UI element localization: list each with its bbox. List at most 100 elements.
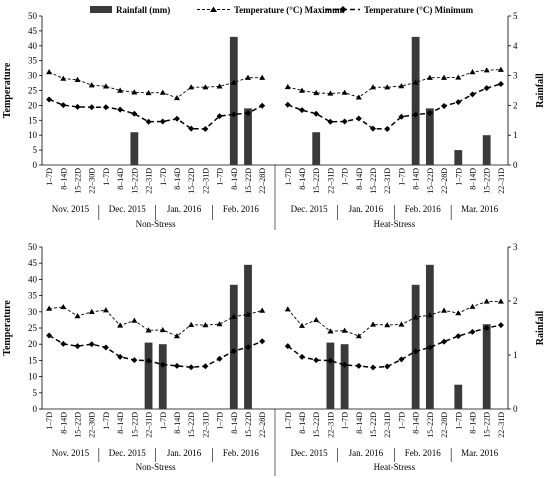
x-tick-label: 22–31D <box>383 412 392 438</box>
rainfall-bar <box>158 344 167 409</box>
tmax-point <box>341 89 348 95</box>
month-label: Feb. 2016 <box>405 204 442 214</box>
tmax-point <box>259 307 266 313</box>
tmax-point <box>202 322 209 328</box>
tmax-point <box>298 322 305 328</box>
tmin-point <box>202 125 209 132</box>
month-label: Dec. 2015 <box>291 204 328 214</box>
x-tick-label: 1–7D <box>284 412 293 430</box>
right-tick-label: 0 <box>513 404 518 414</box>
x-tick-label: 15–22D <box>369 168 378 194</box>
x-tick-label: 8–14D <box>173 412 182 434</box>
tmax-point <box>455 74 462 80</box>
tmin-point <box>46 332 53 339</box>
tmax-point <box>230 79 237 85</box>
group-label: Non-Stress <box>136 219 176 229</box>
x-tick-label: 8–14D <box>173 168 182 190</box>
tmin-point <box>455 333 462 340</box>
left-tick-label: 35 <box>28 56 38 66</box>
x-tick-label: 8–14D <box>116 168 125 190</box>
tmin-point <box>341 118 348 125</box>
tmin-line <box>287 83 502 130</box>
group-label: Non-Stress <box>136 462 176 472</box>
rainfall-bar <box>229 36 238 165</box>
x-tick-label: 15–22D <box>312 412 321 438</box>
x-tick-label: 1–7D <box>216 168 225 186</box>
x-tick-label: 8–14D <box>468 168 477 190</box>
x-tick-label: 1–7D <box>397 412 406 430</box>
tmin-point <box>341 361 348 368</box>
tmin-point <box>497 322 504 329</box>
tmin-point <box>370 125 377 132</box>
x-tick-label: 15–22D <box>426 168 435 194</box>
x-tick-label: 22–28D <box>440 168 449 194</box>
tmin-point <box>412 348 419 355</box>
x-tick-label: 8–14D <box>468 412 477 434</box>
tmax-point <box>245 311 252 317</box>
tmax-point <box>245 74 252 80</box>
x-tick-label: 22–31D <box>326 168 335 194</box>
tmax-point <box>74 76 81 82</box>
month-label: Feb. 2016 <box>223 448 260 458</box>
month-label: Jan. 2016 <box>167 204 202 214</box>
left-tick-label: 20 <box>28 339 38 349</box>
x-tick-label: 15–22D <box>244 168 253 194</box>
tmin-point <box>483 325 490 331</box>
tmax-point <box>384 84 391 90</box>
tmax-point <box>455 310 462 316</box>
tmax-point <box>327 90 334 96</box>
tmax-point <box>159 326 166 333</box>
tmin-point <box>441 102 448 109</box>
left-tick-label: 45 <box>28 258 38 268</box>
tmax-point <box>355 94 362 100</box>
x-tick-label: 22–30D <box>88 412 97 438</box>
tmin-point <box>398 356 405 363</box>
x-tick-label: 8–14D <box>412 412 421 434</box>
tmin-point <box>230 348 237 355</box>
right-tick-label: 5 <box>513 11 518 21</box>
left-tick-label: 40 <box>28 41 38 51</box>
tmin-point <box>259 338 266 345</box>
month-label: Feb. 2016 <box>223 204 260 214</box>
legend: Rainfall (mm) Temperature (°C) Maximum T… <box>90 5 474 15</box>
tmin-point <box>88 104 95 111</box>
month-label: Mar. 2016 <box>461 204 498 214</box>
x-tick-label: 22–31D <box>145 168 154 194</box>
panel-heat-stress: 1–7D 8–14D 15–22D 22–31D 1–7D 8–14D 15–22D 22–3… <box>284 264 506 472</box>
tmax-point <box>216 83 223 89</box>
x-tick-label: 22–28D <box>440 412 449 438</box>
legend-tmin-marker <box>339 6 347 13</box>
tmin-point <box>245 344 252 351</box>
tmax-point <box>355 333 362 339</box>
tmin-point <box>469 91 476 98</box>
tmax-point <box>313 316 320 323</box>
x-tick-label: 22–31D <box>497 168 506 194</box>
x-tick-label: 1–7D <box>397 168 406 186</box>
left-tick-label: 20 <box>28 100 38 110</box>
legend-rainfall-swatch <box>90 6 112 13</box>
rainfall-bar <box>229 284 238 409</box>
tmax-point <box>398 321 405 327</box>
tmin-point <box>259 102 266 109</box>
x-tick-label: 1–7D <box>45 412 54 430</box>
tmax-point <box>131 317 138 323</box>
tmin-point <box>46 96 53 103</box>
x-tick-label: 15–22D <box>369 412 378 438</box>
tmax-point <box>74 313 81 319</box>
tmin-point <box>455 99 462 106</box>
x-tick-label: 8–14D <box>355 412 364 434</box>
x-tick-label: 22–31D <box>145 412 154 438</box>
tmax-point <box>102 83 109 89</box>
tmin-point <box>117 353 124 360</box>
left-tick-label: 50 <box>28 242 38 252</box>
tmax-point <box>469 303 476 309</box>
tmin-point <box>216 355 223 362</box>
rainfall-bar <box>326 342 335 409</box>
tmax-point <box>412 79 419 85</box>
tmax-point <box>60 75 67 81</box>
tmin-point <box>412 111 419 118</box>
x-tick-label: 22–28D <box>258 168 267 194</box>
month-label: Mar. 2016 <box>461 448 498 458</box>
x-tick-label: 15–22D <box>187 168 196 194</box>
tmin-point <box>159 118 166 125</box>
